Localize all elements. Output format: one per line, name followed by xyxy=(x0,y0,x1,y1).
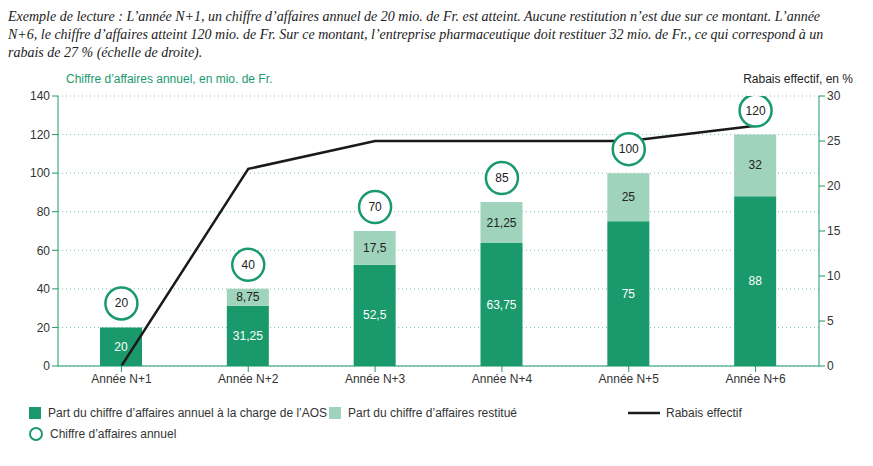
html-text:Exemple de lecture : L’année N: Exemple de lecture : L’année N+1, un chi… xyxy=(8,9,824,60)
svg-text:120: 120 xyxy=(746,104,766,118)
svg-text:120: 120 xyxy=(30,128,50,142)
svg-text:140: 140 xyxy=(30,89,50,103)
svg-text:100: 100 xyxy=(619,142,639,156)
svg-text:20: 20 xyxy=(114,340,128,354)
html-text:Chiffre d’affaires annuel, en: Chiffre d’affaires annuel, en mio. de Fr… xyxy=(66,72,273,86)
svg-text:Année N+1: Année N+1 xyxy=(91,372,152,386)
svg-text:Année N+6: Année N+6 xyxy=(725,372,786,386)
svg-text:75: 75 xyxy=(622,287,636,301)
svg-text:85: 85 xyxy=(495,171,509,185)
svg-text:31,25: 31,25 xyxy=(233,329,263,343)
html-text:Rabais effectif, en %: Rabais effectif, en % xyxy=(743,72,853,86)
svg-text:0: 0 xyxy=(43,359,50,373)
svg-text:Année N+2: Année N+2 xyxy=(218,372,279,386)
html-text:Chiffre d’affaires annuel: Chiffre d’affaires annuel xyxy=(50,427,177,441)
html-text:Rabais effectif: Rabais effectif xyxy=(666,406,742,420)
svg-text:25: 25 xyxy=(827,134,841,148)
html-text:Part du chiffre d’affaires ann: Part du chiffre d’affaires annuel à la c… xyxy=(48,406,328,420)
svg-text:30: 30 xyxy=(827,89,841,103)
svg-text:20: 20 xyxy=(115,296,129,310)
svg-text:17,5: 17,5 xyxy=(363,241,387,255)
svg-text:63,75: 63,75 xyxy=(486,298,516,312)
svg-text:40: 40 xyxy=(242,258,256,272)
svg-text:15: 15 xyxy=(827,224,841,238)
svg-text:20: 20 xyxy=(827,179,841,193)
svg-text:8,75: 8,75 xyxy=(236,290,260,304)
svg-text:32: 32 xyxy=(748,158,762,172)
svg-text:88: 88 xyxy=(748,274,762,288)
svg-text:Année N+5: Année N+5 xyxy=(599,372,660,386)
svg-text:52,5: 52,5 xyxy=(363,308,387,322)
svg-text:80: 80 xyxy=(37,205,51,219)
svg-text:5: 5 xyxy=(827,314,834,328)
svg-text:Année N+3: Année N+3 xyxy=(345,372,406,386)
svg-text:Année N+4: Année N+4 xyxy=(472,372,533,386)
svg-text:70: 70 xyxy=(368,200,382,214)
svg-text:60: 60 xyxy=(37,244,51,258)
svg-text:21,25: 21,25 xyxy=(486,216,516,230)
svg-text:20: 20 xyxy=(37,321,51,335)
svg-text:40: 40 xyxy=(37,282,51,296)
html-text:Part du chiffre d’affaires res: Part du chiffre d’affaires restitué xyxy=(348,406,517,420)
svg-text:10: 10 xyxy=(827,269,841,283)
svg-text:25: 25 xyxy=(622,190,636,204)
svg-text:0: 0 xyxy=(827,359,834,373)
svg-text:100: 100 xyxy=(30,166,50,180)
